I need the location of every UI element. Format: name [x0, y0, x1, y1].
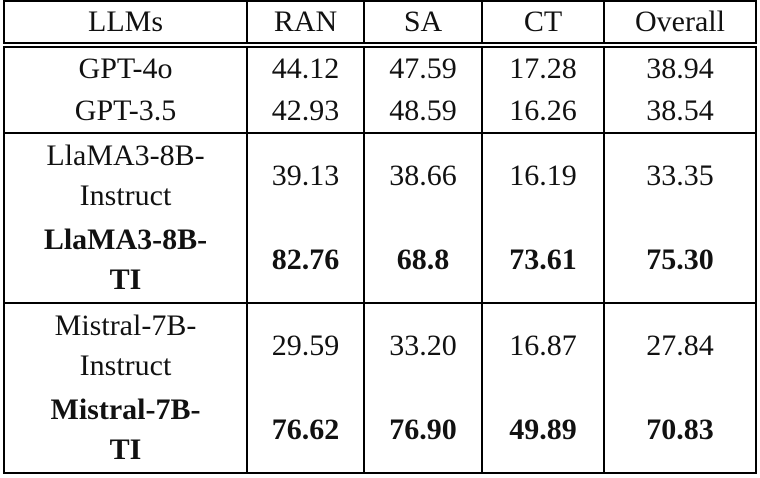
table-row: LlaMA3-8B- TI 82.76 68.8 73.61 75.30: [3, 218, 757, 304]
table-row: Mistral-7B- TI 76.62 76.90 49.89 70.83: [3, 388, 757, 474]
score-cell: 47.59: [363, 45, 483, 90]
model-name-cell: GPT-3.5: [3, 90, 248, 134]
score-cell: 16.26: [481, 90, 605, 134]
score-cell: 42.93: [246, 90, 365, 134]
score-cell: 49.89: [481, 388, 605, 474]
score-cell: 68.8: [363, 218, 483, 304]
model-name-cell: GPT-4o: [3, 45, 248, 90]
table-row: LlaMA3-8B- Instruct 39.13 38.66 16.19 33.35: [3, 133, 757, 218]
score-cell: 82.76: [246, 218, 365, 304]
model-name-cell: Mistral-7B- Instruct: [3, 303, 248, 388]
row-group: Mistral-7B- Instruct 29.59 33.20 16.87 27.84…: [3, 303, 757, 474]
score-cell: 16.87: [481, 303, 605, 388]
score-cell: 29.59: [246, 303, 365, 388]
score-cell: 44.12: [246, 45, 365, 90]
score-cell: 33.35: [603, 133, 757, 218]
score-cell: 70.83: [603, 388, 757, 474]
header-cell: RAN: [246, 0, 365, 48]
score-cell: 75.30: [603, 218, 757, 304]
table-row: GPT-3.5 42.93 48.59 16.26 38.54: [3, 90, 757, 134]
score-cell: 76.90: [363, 388, 483, 474]
header-cell: LLMs: [3, 0, 248, 48]
score-cell: 33.20: [363, 303, 483, 388]
header-row: LLMs RAN SA CT Overall: [3, 0, 757, 48]
score-cell: 16.19: [481, 133, 605, 218]
row-group: GPT-4o 44.12 47.59 17.28 38.94 GPT-3.5 42.93 48…: [3, 45, 757, 134]
model-name-cell: Mistral-7B- TI: [3, 388, 248, 474]
score-cell: 38.94: [603, 45, 757, 90]
header-cell: SA: [363, 0, 483, 48]
score-cell: 48.59: [363, 90, 483, 134]
score-cell: 38.66: [363, 133, 483, 218]
row-group: LlaMA3-8B- Instruct 39.13 38.66 16.19 33.35 L…: [3, 133, 757, 304]
results-table: LLMs RAN SA CT Overall GPT-4o 44.12 47.59 17.28…: [3, 0, 757, 474]
model-name-cell: LlaMA3-8B- TI: [3, 218, 248, 304]
score-cell: 73.61: [481, 218, 605, 304]
score-cell: 27.84: [603, 303, 757, 388]
score-cell: 17.28: [481, 45, 605, 90]
score-cell: 39.13: [246, 133, 365, 218]
model-name-cell: LlaMA3-8B- Instruct: [3, 133, 248, 218]
score-cell: 38.54: [603, 90, 757, 134]
header-cell: CT: [481, 0, 605, 48]
score-cell: 76.62: [246, 388, 365, 474]
table-row: Mistral-7B- Instruct 29.59 33.20 16.87 27.84: [3, 303, 757, 388]
table-row: GPT-4o 44.12 47.59 17.28 38.94: [3, 45, 757, 90]
header-cell: Overall: [603, 0, 757, 48]
